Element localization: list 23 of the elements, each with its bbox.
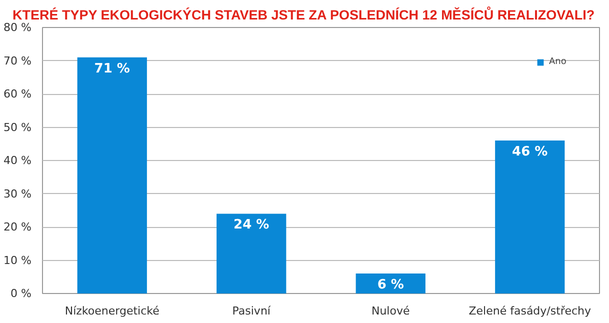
- bar: [356, 274, 426, 294]
- y-tick-label: 30 %: [4, 187, 32, 200]
- x-tick-label: Nízkoenergetické: [64, 304, 160, 318]
- data-label: 6 %: [377, 278, 404, 293]
- x-tick-label: Pasivní: [232, 304, 272, 318]
- y-tick-label: 10 %: [4, 254, 32, 267]
- y-tick-label: 40 %: [4, 154, 32, 167]
- legend-label: Ano: [549, 57, 568, 67]
- bar: [77, 57, 147, 294]
- data-label: 71 %: [94, 61, 130, 76]
- data-label: 46 %: [512, 144, 548, 160]
- bar: [216, 214, 286, 294]
- bar: [495, 140, 565, 294]
- y-tick-label: 0 %: [10, 287, 32, 300]
- x-tick-label: Nulové: [371, 304, 410, 318]
- y-tick-label: 50 %: [4, 120, 32, 134]
- y-tick-label: 70 %: [4, 54, 32, 68]
- x-tick-label: Zelené fasády/střechy: [468, 304, 592, 318]
- y-tick-label: 80 %: [4, 21, 32, 34]
- data-label: 24 %: [234, 218, 270, 233]
- y-tick-label: 20 %: [4, 220, 32, 234]
- chart-title: KTERÉ TYPY EKOLOGICKÝCH STAVEB JSTE ZA POSLEDNÍCH 12 MĚSÍCŮ REALIZOVALI?: [12, 6, 595, 22]
- y-tick-label: 60 %: [4, 88, 32, 100]
